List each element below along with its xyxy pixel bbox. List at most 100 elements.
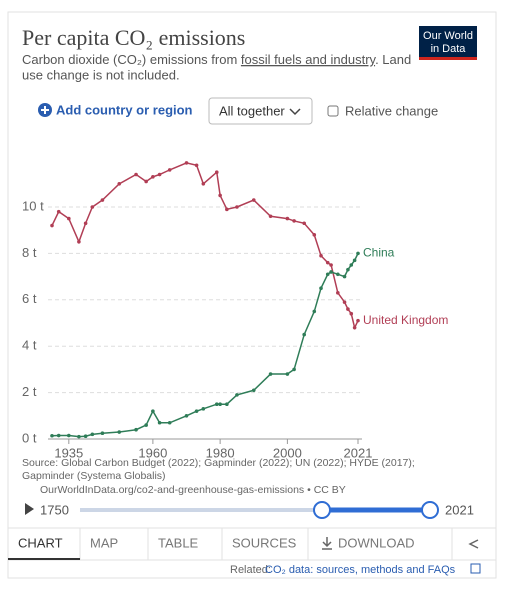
point [218,193,222,198]
point [83,434,88,439]
point [225,207,229,212]
relative-label[interactable]: Relative change [345,103,438,118]
x-tick-label: 1960 [138,445,167,460]
add-button[interactable]: Add country or region [56,102,193,117]
y-tick-label: 4 t [22,338,37,353]
point [67,216,71,221]
point [117,182,122,186]
plot: 0 t 2 t 4 t 6 t 8 t 10 t 1935 1960 1980 2000 2021 U… [22,161,448,460]
checkbox[interactable] [327,105,339,117]
point [346,307,350,311]
point [50,223,54,228]
point [225,402,229,407]
point [352,258,357,263]
point [342,300,347,304]
point [312,309,317,314]
point [325,260,330,265]
point [325,272,330,277]
point [251,388,256,393]
series-label[interactable]: United Kingdom [363,313,448,327]
download-icon [322,537,332,550]
subtitle-link[interactable]: fossil fuels and industry [241,52,377,67]
point [329,270,333,274]
point [194,163,199,168]
point [349,311,354,316]
source: Source: Global Carbon Budget (2022); Gap… [22,457,415,469]
point [292,367,296,372]
point [312,233,317,237]
point [319,253,323,258]
point [292,219,296,223]
point [167,168,172,172]
point [214,170,219,174]
mode-select[interactable] [208,97,313,125]
subtitle-text: . Land [375,52,411,67]
point [302,332,306,337]
tab[interactable]: MAP [90,535,118,550]
point [356,318,360,323]
title: Per capita CO₂ emissions [22,25,245,50]
chevron [289,108,301,116]
point [268,372,273,376]
point [90,205,95,209]
point [77,434,81,439]
point [67,433,71,438]
logo[interactable] [419,26,477,60]
tab[interactable]: SOURCES [232,535,297,550]
point [184,414,189,418]
add-plus [41,106,49,114]
timeline-end: 2021 [445,502,474,517]
tab[interactable]: DOWNLOAD [338,535,415,550]
y-tick-label: 10 t [22,198,44,213]
point [157,172,162,177]
point [285,216,290,221]
point [352,325,357,330]
point [77,240,81,244]
point [184,161,189,165]
series-label[interactable]: China [363,246,395,260]
point [336,272,340,277]
point [218,402,222,407]
point [151,175,155,179]
share-icon[interactable] [468,539,479,549]
point [251,198,256,202]
point [349,263,354,267]
timeline-start: 1750 [40,502,69,517]
x-tick-label: 2000 [273,445,302,460]
source: Gapminder (Systema Globalis) [22,470,166,482]
point [100,198,105,202]
mode-label: All together [219,103,285,118]
point [144,423,148,427]
related-link[interactable]: CO₂ data: sources, methods and FAQs [265,564,456,576]
point [329,263,333,267]
point [346,267,350,272]
subtitle: use change is not included. [22,67,180,82]
subtitle: Carbon dioxide (CO₂) emissions from foss… [22,52,411,67]
timeline-handle[interactable] [313,501,331,519]
related-label: Related: [230,564,271,576]
timeline-handle[interactable] [421,501,439,519]
point [201,407,206,411]
tab[interactable]: TABLE [158,535,199,550]
point [134,427,138,432]
point [117,430,122,434]
x-tick-label: 2021 [344,445,373,460]
point [194,409,199,413]
y-tick-label: 2 t [22,384,37,399]
point [235,393,239,397]
point [56,209,61,214]
logo-text: in Data [431,43,467,55]
point [56,433,61,438]
point [134,172,138,177]
play-button[interactable] [25,503,34,515]
logo-bar [419,57,477,60]
y-tick-label: 6 t [22,291,37,306]
point [90,432,95,437]
tab[interactable]: CHART [18,535,63,550]
point [214,402,219,407]
point [151,409,155,413]
url[interactable]: OurWorldInData.org/co2-and-greenhouse-ga… [40,484,346,496]
y-tick-label: 0 t [22,430,37,445]
x-tick-label: 1980 [206,445,235,460]
